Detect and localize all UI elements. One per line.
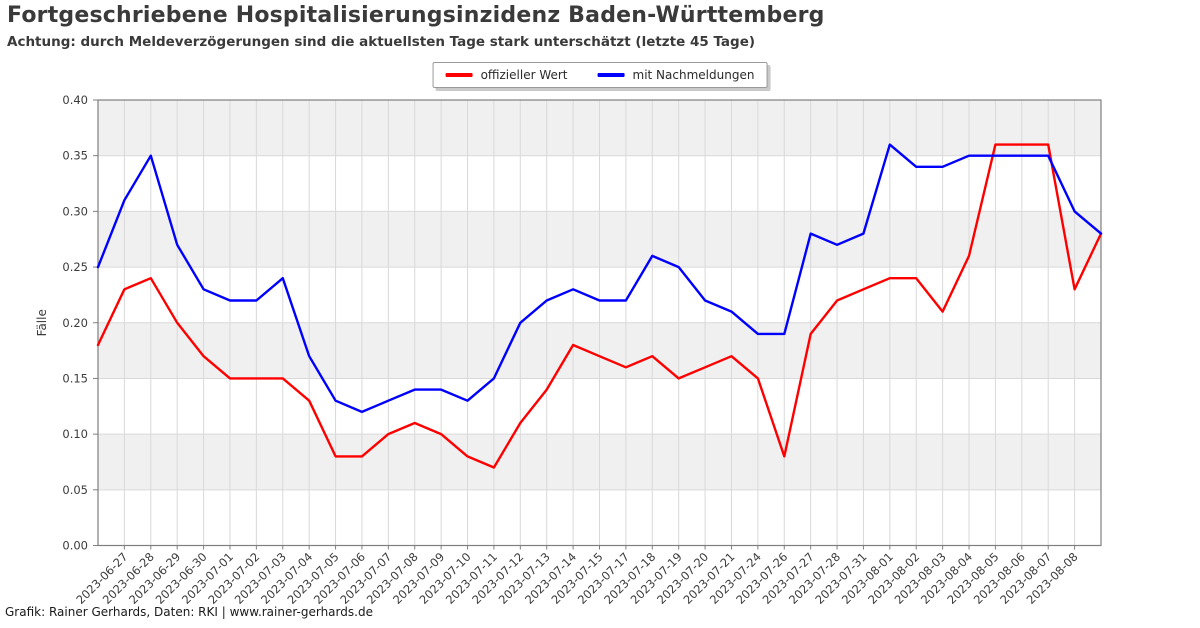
y-tick-label: 0.10	[62, 427, 88, 441]
red-line-swatch-icon	[445, 73, 473, 77]
legend-label: offizieller Wert	[480, 68, 568, 82]
page-subtitle: Achtung: durch Meldeverzögerungen sind d…	[7, 34, 756, 50]
legend-label: mit Nachmeldungen	[632, 68, 755, 82]
y-tick-label: 0.40	[62, 93, 88, 107]
blue-line-swatch-icon	[597, 73, 625, 77]
y-tick-label: 0.20	[62, 316, 88, 330]
y-tick-label: 0.35	[62, 149, 88, 163]
series-mit-nachmeldungen	[96, 143, 1103, 414]
legend-item-mit-nachmeldungen: mit Nachmeldungen	[597, 68, 755, 82]
y-tick-label: 0.05	[62, 483, 88, 497]
series-offizieller-wert	[96, 143, 1103, 469]
legend: offizieller Wert mit Nachmeldungen	[432, 62, 768, 88]
plot-border	[97, 99, 1102, 547]
y-tick-label: 0.30	[62, 204, 88, 218]
y-tick-label: 0.15	[62, 371, 88, 385]
credit-line: Grafik: Rainer Gerhards, Daten: RKI | ww…	[5, 605, 373, 619]
y-axis-title: Fälle	[35, 309, 49, 336]
y-tick-label: 0.00	[62, 539, 88, 553]
legend-item-offizieller-wert: offizieller Wert	[445, 68, 568, 82]
y-tick-label: 0.25	[62, 260, 88, 274]
page-title: Fortgeschriebene Hospitalisierungsinzide…	[7, 3, 825, 28]
